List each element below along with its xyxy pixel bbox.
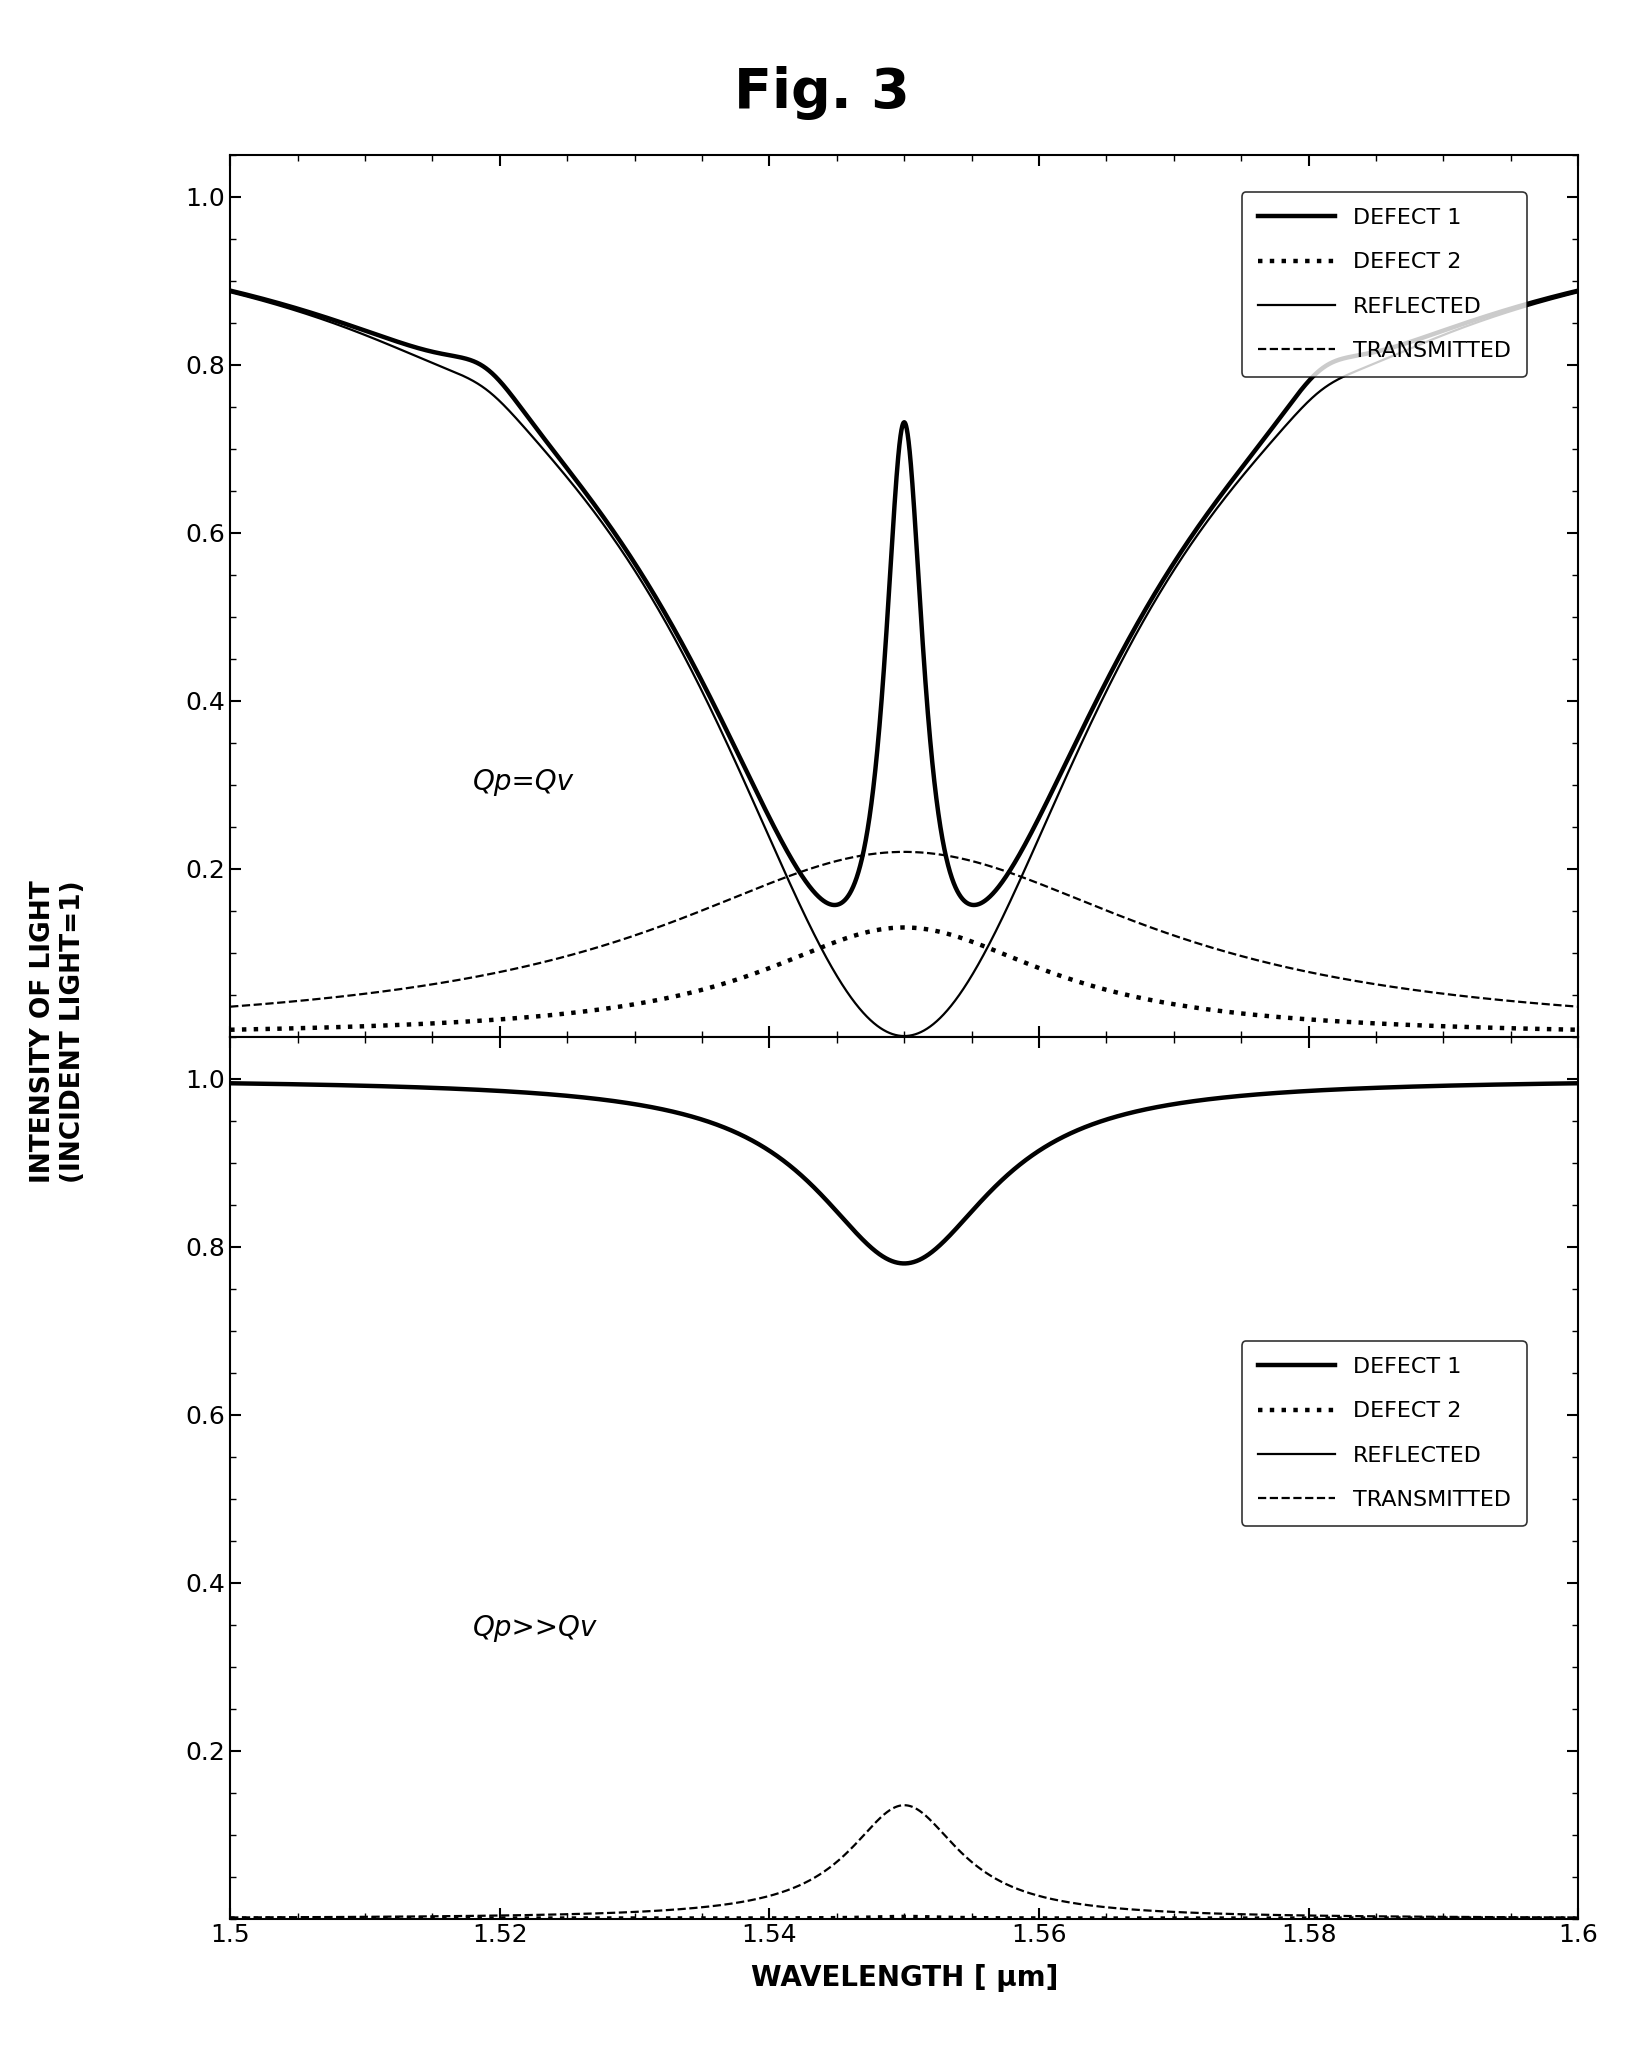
DEFECT 2 [227,1906,247,1931]
DEFECT 2 [880,1904,899,1929]
DEFECT 1 [276,293,296,318]
DEFECT 1 [276,1073,296,1098]
DEFECT 2 [220,1906,240,1931]
DEFECT 1 [880,576,899,600]
REFLECTED [220,281,240,305]
REFLECTED [227,281,247,305]
TRANSMITTED [485,1904,505,1929]
DEFECT 2 [894,916,914,941]
TRANSMITTED [880,1799,899,1824]
DEFECT 1 [1568,1071,1588,1095]
DEFECT 2 [880,916,899,941]
REFLECTED [301,1073,321,1098]
DEFECT 1 [1568,279,1588,303]
DEFECT 2 [485,1906,505,1931]
DEFECT 1 [301,301,321,326]
REFLECTED [276,295,296,320]
TRANSMITTED [1498,1904,1517,1929]
DEFECT 1 [1498,1073,1517,1098]
REFLECTED [1498,299,1517,324]
DEFECT 2 [276,1017,296,1042]
DEFECT 1 [880,1248,899,1273]
Line: TRANSMITTED: TRANSMITTED [230,852,1578,1007]
REFLECTED [1568,281,1588,305]
REFLECTED [1568,1071,1588,1095]
DEFECT 2 [220,1017,240,1042]
X-axis label: WAVELENGTH [ μm]: WAVELENGTH [ μm] [751,1964,1057,1993]
TRANSMITTED [1568,1904,1588,1929]
DEFECT 2 [301,1015,321,1040]
DEFECT 2 [1568,1906,1588,1931]
TRANSMITTED [227,1904,247,1929]
DEFECT 1 [227,281,247,305]
DEFECT 1 [894,1250,914,1275]
DEFECT 2 [485,1007,505,1032]
REFLECTED [880,1248,899,1273]
DEFECT 2 [1568,1017,1588,1042]
TRANSMITTED [276,1904,296,1929]
TRANSMITTED [220,994,240,1019]
DEFECT 1 [485,363,505,388]
DEFECT 1 [825,893,845,918]
DEFECT 2 [227,1017,247,1042]
REFLECTED [220,1071,240,1095]
REFLECTED [894,1023,914,1048]
Line: DEFECT 1: DEFECT 1 [230,291,1578,906]
TRANSMITTED [894,1793,914,1818]
TRANSMITTED [880,840,899,864]
REFLECTED [227,1071,247,1095]
Legend: DEFECT 1, DEFECT 2, REFLECTED, TRANSMITTED: DEFECT 1, DEFECT 2, REFLECTED, TRANSMITT… [1241,192,1527,378]
REFLECTED [485,1079,505,1104]
TRANSMITTED [301,988,321,1013]
DEFECT 2 [1498,1906,1517,1931]
TRANSMITTED [894,840,914,864]
DEFECT 1 [227,1071,247,1095]
TRANSMITTED [227,994,247,1019]
DEFECT 1 [220,279,240,303]
DEFECT 1 [485,1079,505,1104]
DEFECT 2 [1498,1015,1517,1040]
REFLECTED [894,1250,914,1275]
REFLECTED [276,1073,296,1098]
TRANSMITTED [220,1904,240,1929]
TRANSMITTED [1498,988,1517,1013]
Line: DEFECT 1: DEFECT 1 [230,1083,1578,1263]
Line: REFLECTED: REFLECTED [230,293,1578,1036]
DEFECT 1 [220,1071,240,1095]
TRANSMITTED [1568,994,1588,1019]
Line: TRANSMITTED: TRANSMITTED [230,1805,1578,1917]
Text: Fig. 3: Fig. 3 [735,66,909,120]
DEFECT 1 [301,1073,321,1098]
Text: INTENSITY OF LIGHT
(INCIDENT LIGHT=1): INTENSITY OF LIGHT (INCIDENT LIGHT=1) [30,881,85,1182]
Text: Qp>>Qv: Qp>>Qv [473,1615,597,1642]
Legend: DEFECT 1, DEFECT 2, REFLECTED, TRANSMITTED: DEFECT 1, DEFECT 2, REFLECTED, TRANSMITT… [1241,1341,1527,1527]
TRANSMITTED [276,990,296,1015]
REFLECTED [880,1021,899,1046]
TRANSMITTED [301,1904,321,1929]
REFLECTED [1498,1073,1517,1098]
TRANSMITTED [485,961,505,986]
Line: REFLECTED: REFLECTED [230,1083,1578,1263]
DEFECT 1 [1498,297,1517,322]
DEFECT 2 [301,1906,321,1931]
Line: DEFECT 2: DEFECT 2 [230,928,1578,1029]
DEFECT 2 [894,1904,914,1929]
REFLECTED [485,384,505,408]
DEFECT 2 [276,1906,296,1931]
Text: Qp=Qv: Qp=Qv [473,767,574,796]
REFLECTED [301,303,321,328]
